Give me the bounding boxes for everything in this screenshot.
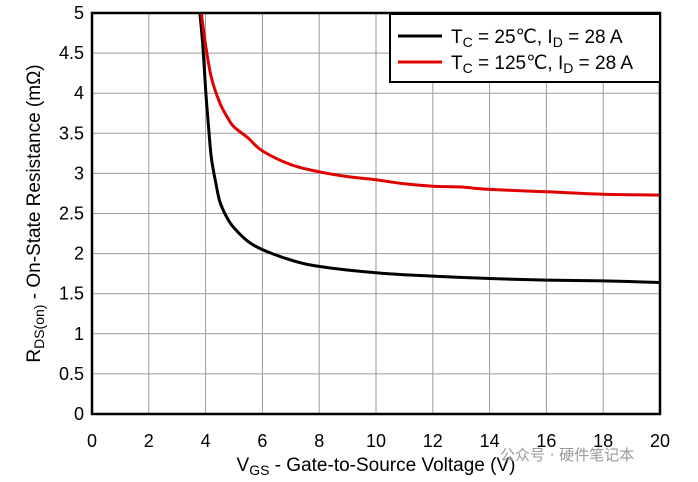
- series-group: [198, 12, 661, 284]
- y-tick-label: 3: [74, 163, 84, 183]
- series-line-125c: [199, 12, 661, 197]
- y-axis-label-rest: - On-State Resistance (mΩ): [24, 64, 45, 304]
- y-tick-label: 0: [74, 404, 84, 424]
- y-tick-label: 4: [74, 83, 84, 103]
- x-tick-label: 0: [87, 431, 97, 451]
- plot-frame: [90, 11, 662, 416]
- x-tick-label: 2: [144, 431, 154, 451]
- y-tick-label: 2: [74, 244, 84, 264]
- x-axis-label-sub: GS: [249, 462, 269, 478]
- series-line-25c: [198, 12, 661, 284]
- legend-box: [389, 13, 661, 83]
- x-axis-label-main: V: [237, 455, 250, 476]
- x-axis-label-rest: - Gate-to-Source Voltage (V): [269, 455, 515, 476]
- y-tick-label: 3.5: [59, 123, 84, 143]
- x-tick-label: 6: [257, 431, 267, 451]
- x-tick-labels: 0 2 4 6 8 10 12 14 16 18 20: [87, 431, 670, 451]
- y-axis-label-main: R: [24, 349, 45, 363]
- x-tick-label: 18: [593, 431, 613, 451]
- x-tick-label: 14: [480, 431, 500, 451]
- y-axis-label: RDS(on) - On-State Resistance (mΩ): [24, 64, 47, 362]
- x-tick-label: 16: [536, 431, 556, 451]
- y-tick-label: 2.5: [59, 204, 84, 224]
- y-tick-label: 0.5: [59, 364, 84, 384]
- y-tick-label: 1.5: [59, 284, 84, 304]
- x-tick-label: 20: [650, 431, 670, 451]
- legend-entry-125c: TC = 125℃, ID = 28 A: [451, 53, 633, 76]
- y-tick-labels: 0 0.5 1 1.5 2 2.5 3 3.5 4 4.5 5: [59, 3, 84, 424]
- x-tick-label: 10: [366, 431, 386, 451]
- legend-entry-25c: TC = 25℃, ID = 28 A: [451, 27, 623, 50]
- y-tick-label: 1: [74, 324, 84, 344]
- x-tick-label: 4: [201, 431, 211, 451]
- x-tick-label: 8: [314, 431, 324, 451]
- y-tick-label: 5: [74, 3, 84, 23]
- y-tick-label: 4.5: [59, 43, 84, 63]
- legend: TC = 25℃, ID = 28 A TC = 125℃, ID = 28 A: [389, 13, 661, 83]
- x-tick-label: 12: [423, 431, 443, 451]
- y-axis-label-sub: DS(on): [31, 305, 47, 349]
- x-axis-label: VGS - Gate-to-Source Voltage (V): [237, 455, 516, 478]
- watermark: 公众号 · 硬件笔记本: [500, 446, 635, 464]
